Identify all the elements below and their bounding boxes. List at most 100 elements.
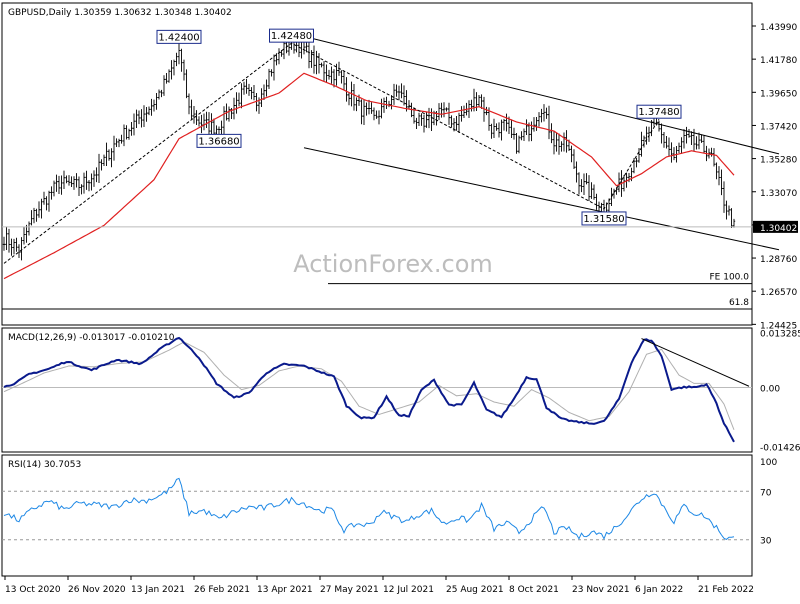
price-bar (430, 108, 433, 132)
price-bar (450, 115, 453, 128)
price-bar (270, 69, 273, 77)
price-bar (205, 111, 208, 128)
price-bar (592, 184, 596, 200)
price-bar (457, 112, 461, 133)
price-y-label: 1.35280 (760, 156, 797, 166)
price-bar (137, 110, 141, 125)
price-bar (115, 138, 118, 147)
price-bar (52, 180, 56, 197)
price-bar (612, 188, 616, 199)
price-bar (237, 92, 241, 107)
price-bar (547, 105, 551, 140)
price-bar (190, 99, 193, 120)
macd-y-label: 0.013285 (760, 329, 800, 339)
price-bar (492, 118, 496, 138)
price-annotation-label: 1.36680 (198, 136, 239, 147)
price-bar (87, 179, 91, 192)
price-bar (140, 109, 143, 128)
price-bar (722, 181, 726, 213)
macd-y-label: 0.00 (760, 385, 780, 395)
price-bar (540, 108, 543, 123)
price-bar (582, 173, 586, 195)
price-bar (645, 126, 648, 145)
price-bar (20, 237, 23, 261)
price-bar (315, 50, 318, 75)
x-axis-label: 12 Jul 2021 (383, 585, 434, 595)
price-bar (170, 60, 173, 80)
price-bar (395, 84, 398, 97)
price-bar (355, 97, 358, 112)
price-bar (515, 132, 518, 154)
price-bar (470, 99, 473, 112)
price-annotation-box (636, 104, 682, 119)
price-bar (660, 123, 663, 144)
price-bar (377, 110, 381, 125)
price-bar (307, 38, 311, 69)
price-bar (40, 198, 43, 219)
price-bar (30, 210, 33, 226)
x-axis-label: 23 Nov 2021 (572, 585, 630, 595)
price-bar (255, 93, 258, 112)
price-annotation-label: 1.31580 (583, 214, 624, 225)
price-bar (720, 169, 723, 196)
price-bar (102, 154, 106, 167)
price-bar (47, 190, 51, 212)
price-bar (495, 123, 498, 131)
price-bar (345, 77, 348, 102)
price-bar (227, 106, 231, 122)
price-bar (437, 103, 441, 121)
price-bar (80, 184, 83, 195)
price-bar (615, 187, 618, 195)
price-bar (447, 102, 451, 125)
price-bar (5, 226, 8, 250)
price-bar (485, 106, 488, 116)
price-bar (640, 131, 643, 157)
price-bar (152, 99, 156, 112)
rsi-title: RSI(14) 30.7053 (8, 460, 81, 470)
price-bar (442, 102, 446, 118)
rsi-panel-frame (1, 454, 753, 577)
price-bar (325, 64, 328, 83)
price-y-label: 1.43990 (760, 23, 797, 33)
price-bar (682, 129, 686, 149)
price-bar (242, 81, 246, 95)
price-bar (580, 179, 583, 193)
price-bar (10, 238, 13, 256)
price-bar (112, 135, 116, 161)
price-bar (110, 148, 113, 168)
price-bar (565, 130, 568, 153)
price-bar (562, 132, 566, 152)
price-bar (342, 70, 346, 91)
price-bar (710, 147, 713, 157)
price-bar (150, 98, 153, 116)
price-bar (405, 90, 408, 112)
price-bar (555, 132, 558, 152)
price-bar (672, 147, 676, 161)
price-bar (730, 208, 733, 228)
price-bar (360, 99, 363, 125)
price-bar (210, 113, 213, 138)
price-bar (665, 135, 668, 149)
price-bar (502, 118, 506, 131)
price-bar (92, 170, 96, 187)
price-bar (135, 109, 138, 129)
price-bar (202, 113, 206, 131)
price-annotation-box (156, 29, 202, 44)
price-bar (517, 135, 521, 154)
price-bar (695, 136, 698, 150)
price-bar (407, 100, 411, 109)
price-bar (552, 130, 556, 155)
price-bar (445, 107, 448, 112)
price-bar (252, 84, 256, 101)
price-bar (145, 107, 148, 122)
price-annotation-label: 1.37480 (638, 107, 679, 118)
price-bar (27, 221, 31, 236)
price-bar (497, 122, 501, 138)
price-annotation-box (269, 28, 314, 43)
price-bar (570, 145, 573, 163)
price-bar (732, 218, 736, 228)
price-bar (382, 97, 386, 113)
price-bar (232, 97, 236, 120)
price-bar (57, 175, 61, 194)
price-bar (420, 113, 423, 126)
